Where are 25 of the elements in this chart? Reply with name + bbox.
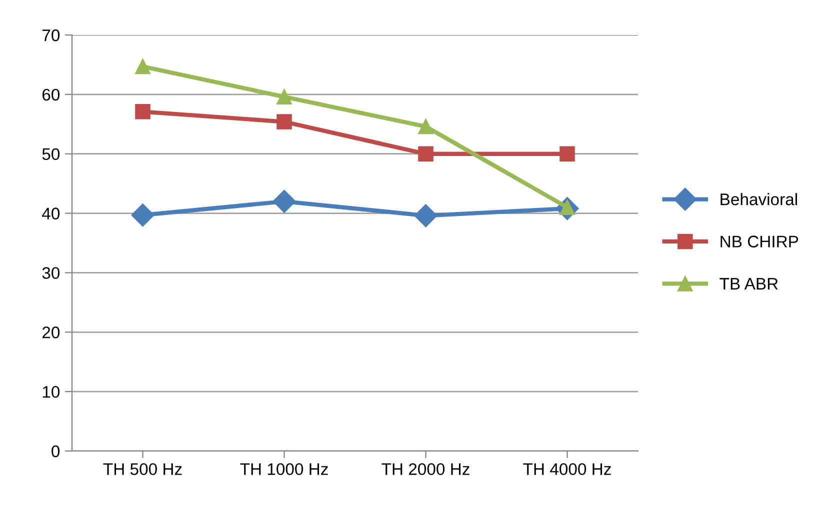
point xyxy=(276,89,292,104)
x-tick-label: TH 500 Hz xyxy=(103,463,182,476)
point xyxy=(414,204,438,228)
y-tick-label: 70 xyxy=(42,29,60,42)
point xyxy=(418,146,434,162)
point xyxy=(272,190,296,213)
point xyxy=(418,118,434,134)
point xyxy=(135,58,150,74)
point xyxy=(135,104,150,120)
y-tick-label: 40 xyxy=(42,208,60,220)
point xyxy=(131,204,154,227)
y-tick-label: 20 xyxy=(42,326,60,338)
legend-label: TB ABR xyxy=(720,278,778,290)
y-tick-label: 10 xyxy=(42,386,60,398)
x-tick-label: TH 2000 Hz xyxy=(382,463,470,476)
legend-label: NB CHIRP xyxy=(720,236,798,248)
point xyxy=(276,114,292,130)
y-tick-label: 60 xyxy=(42,88,60,101)
y-tick-label: 30 xyxy=(42,267,60,279)
y-tick-label: 50 xyxy=(42,148,60,160)
x-tick-label: TH 4000 Hz xyxy=(523,463,611,476)
y-tick-label: 0 xyxy=(52,445,60,458)
legend-label: Behavioral xyxy=(720,193,797,206)
point xyxy=(560,146,575,162)
x-tick-label: TH 1000 Hz xyxy=(240,463,328,476)
